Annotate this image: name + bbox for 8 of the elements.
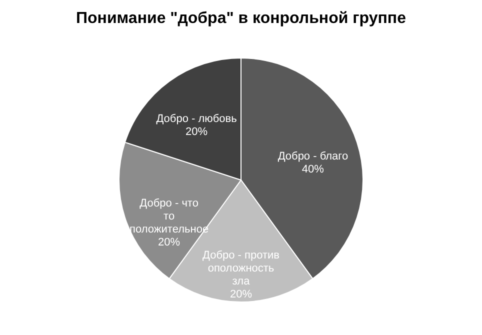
- data-label: 40%: [302, 164, 324, 176]
- data-label: 20%: [230, 288, 252, 301]
- chart-title: Понимание "добра" в конрольной группе: [76, 10, 406, 27]
- slice-label: Добро - противоположность зла: [202, 250, 280, 288]
- data-label: 20%: [186, 126, 208, 138]
- slice-label: Добро - благо: [278, 150, 348, 163]
- data-label: 20%: [158, 236, 180, 248]
- slice-label: Добро - любовь: [156, 112, 238, 125]
